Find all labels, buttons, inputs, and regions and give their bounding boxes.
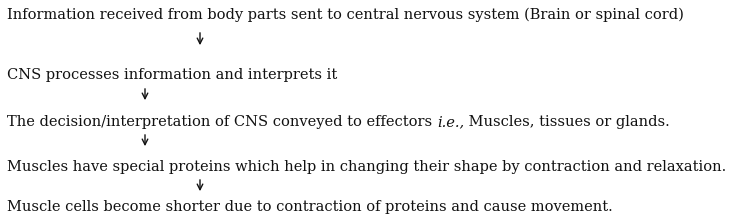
Text: Information received from body parts sent to central nervous system (Brain or sp: Information received from body parts sen…: [7, 8, 684, 22]
Text: The decision/interpretation of CNS conveyed to effectors: The decision/interpretation of CNS conve…: [7, 115, 437, 129]
Text: Muscles have special proteins which help in changing their shape by contraction : Muscles have special proteins which help…: [7, 160, 726, 174]
Text: CNS processes information and interprets it: CNS processes information and interprets…: [7, 68, 337, 82]
Text: Muscles, tissues or glands.: Muscles, tissues or glands.: [464, 115, 669, 129]
Text: Muscle cells become shorter due to contraction of proteins and cause movement.: Muscle cells become shorter due to contr…: [7, 200, 613, 214]
Text: i.e.,: i.e.,: [437, 115, 464, 129]
